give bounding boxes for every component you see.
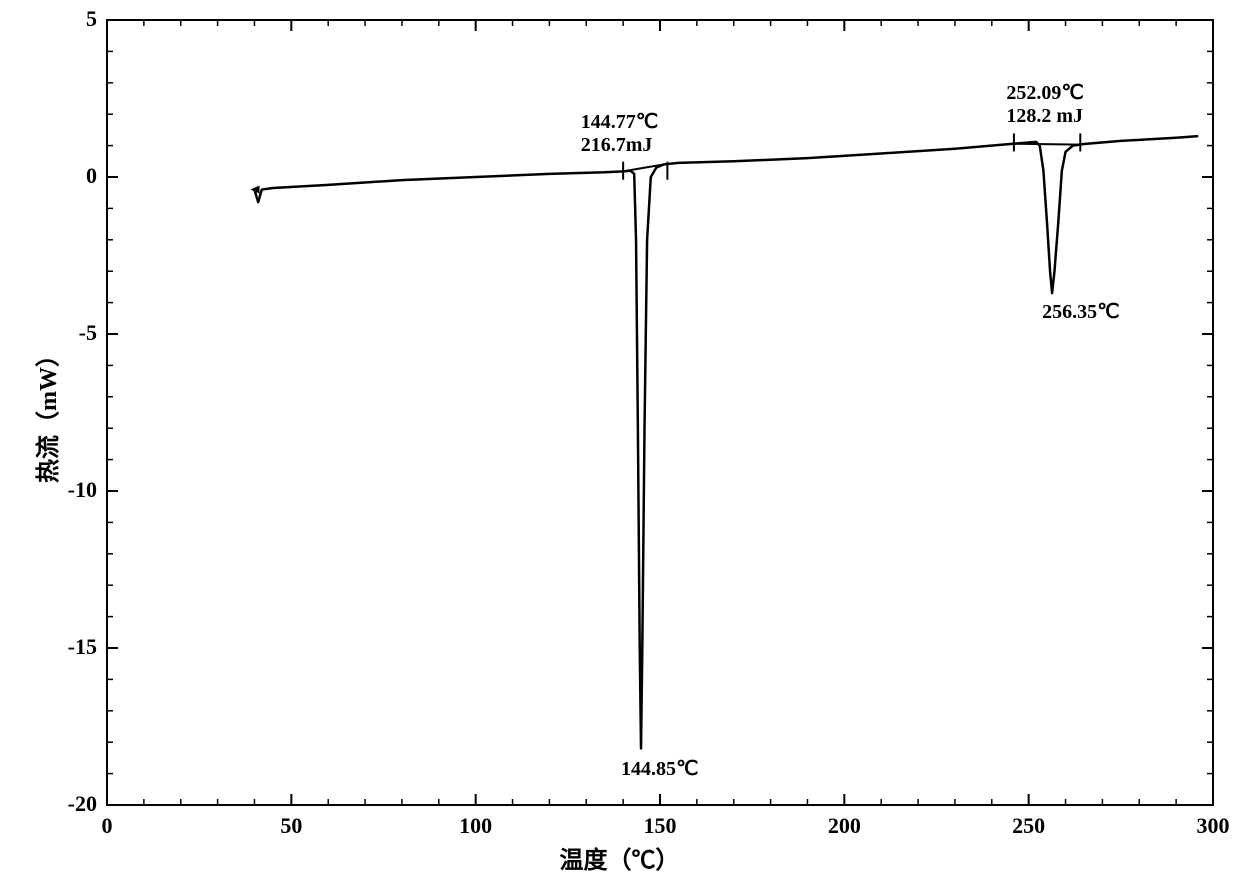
y-tick-label: -20 — [47, 791, 97, 817]
x-tick-label: 250 — [999, 813, 1059, 839]
y-tick-label: 5 — [47, 6, 97, 32]
x-tick-label: 50 — [261, 813, 321, 839]
y-tick-label: 0 — [47, 163, 97, 189]
peak-annotation-1: 144.85℃ — [621, 756, 698, 781]
y-tick-label: -15 — [47, 634, 97, 660]
onset-2-temp: 252.09℃ — [1006, 80, 1083, 105]
x-axis-label-text: 温度（℃） — [560, 848, 680, 874]
y-axis-label-text: 热流（mW） — [36, 343, 62, 483]
x-tick-label: 100 — [446, 813, 506, 839]
y-axis-label: 热流（mW） — [28, 343, 63, 483]
x-tick-label: 150 — [630, 813, 690, 839]
peak-2-temp: 256.35℃ — [1042, 301, 1119, 323]
dsc-chart: 热流（mW） 温度（℃） 0 50 100 150 200 250 300 -20 -15 -10… — [0, 0, 1239, 883]
onset-1-temp: 144.77℃ — [581, 109, 658, 134]
y-tick-label: -10 — [47, 477, 97, 503]
x-axis-label: 温度（℃） — [0, 840, 1239, 875]
onset-2-energy: 128.2 mJ — [1006, 105, 1083, 128]
onset-annotation-1: 144.77℃ 216.7mJ — [581, 109, 658, 157]
peak-annotation-2: 256.35℃ — [1042, 299, 1119, 324]
y-tick-label: -5 — [47, 320, 97, 346]
x-tick-label: 300 — [1183, 813, 1239, 839]
peak-1-temp: 144.85℃ — [621, 758, 698, 780]
onset-1-energy: 216.7mJ — [581, 134, 658, 157]
onset-annotation-2: 252.09℃ 128.2 mJ — [1006, 80, 1083, 128]
x-tick-label: 200 — [814, 813, 874, 839]
